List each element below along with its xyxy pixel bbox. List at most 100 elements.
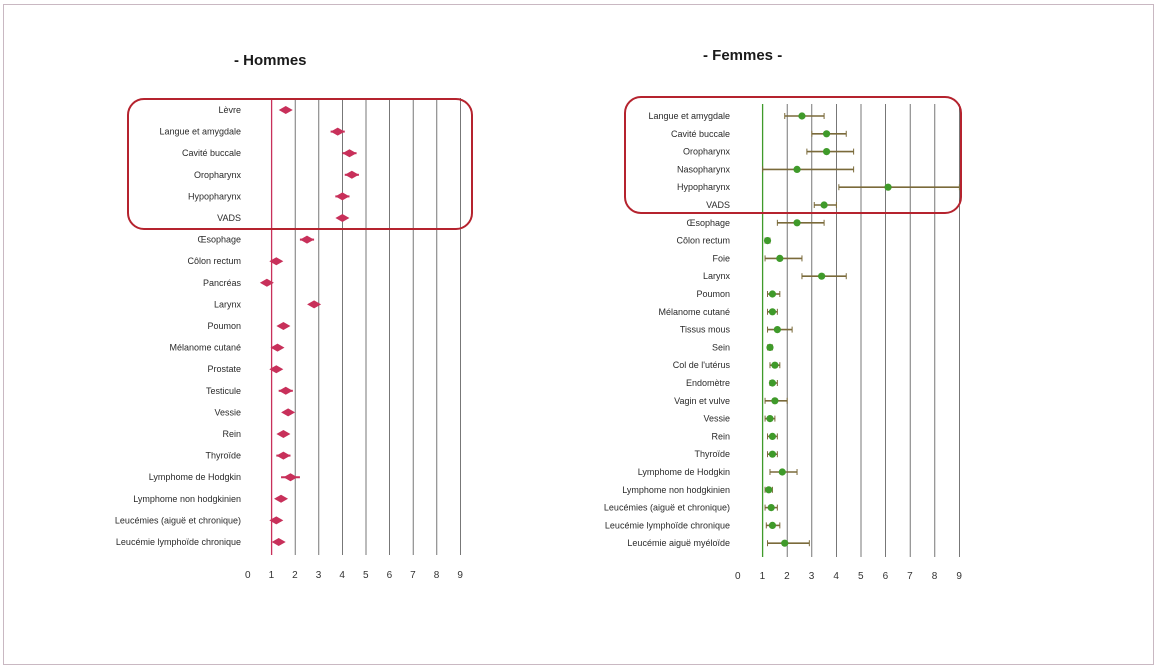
men-category-label: Larynx xyxy=(214,299,242,309)
women-point xyxy=(767,504,775,512)
women-point xyxy=(768,432,777,440)
women-point xyxy=(766,343,774,351)
men-point xyxy=(270,343,285,352)
women-category-label: Foie xyxy=(712,253,730,263)
men-point xyxy=(342,149,357,158)
women-category-label: Côlon rectum xyxy=(676,236,730,246)
women-category-label: Vessie xyxy=(703,414,730,424)
men-category-label: Hypopharynx xyxy=(188,191,242,201)
men-point xyxy=(283,473,298,482)
men-category-label: VADS xyxy=(217,213,241,223)
women-point xyxy=(822,148,831,156)
women-point xyxy=(763,237,772,245)
women-point xyxy=(778,468,786,476)
women-tick-label: 4 xyxy=(833,571,839,582)
women-category-label: Poumon xyxy=(696,289,730,299)
women-point xyxy=(822,130,831,138)
figure-frame xyxy=(3,4,1154,665)
men-category-label: Oropharynx xyxy=(194,170,242,180)
men-tick-label: 2 xyxy=(292,570,298,581)
women-tick-label: 5 xyxy=(858,571,864,582)
men-point xyxy=(276,430,291,438)
men-category-label: Mélanome cutané xyxy=(169,343,241,353)
men-tick-label: 0 xyxy=(245,570,251,581)
women-point xyxy=(793,165,801,173)
women-point xyxy=(818,272,826,280)
men-tick-label: 4 xyxy=(339,570,345,581)
men-highlight-box xyxy=(127,98,473,230)
women-tick-label: 2 xyxy=(784,571,790,582)
women-tick-label: 8 xyxy=(932,571,938,582)
men-category-label: Lymphome de Hodgkin xyxy=(149,472,241,482)
women-category-label: Sein xyxy=(712,342,730,352)
men-point xyxy=(269,365,284,374)
women-category-label: Tissus mous xyxy=(680,325,731,335)
men-category-label: Prostate xyxy=(207,364,241,374)
women-tick-label: 1 xyxy=(760,571,766,582)
men-category-label: Leucémies (aiguë et chronique) xyxy=(115,515,241,525)
men-category-label: Lymphome non hodgkinien xyxy=(133,494,241,504)
men-category-label: Leucémie lymphoïde chronique xyxy=(116,537,241,547)
women-point xyxy=(773,326,781,334)
women-category-label: Leucémie aiguë myéloïde xyxy=(627,538,730,548)
women-category-label: Endomètre xyxy=(686,378,730,388)
men-point xyxy=(344,170,359,179)
men-point xyxy=(300,235,314,244)
women-point xyxy=(768,290,777,298)
men-point xyxy=(276,322,291,330)
men-category-label: Thyroïde xyxy=(205,451,241,461)
women-point xyxy=(765,486,773,494)
women-point xyxy=(766,415,774,423)
women-tick-label: 9 xyxy=(956,571,962,582)
men-point xyxy=(278,106,293,114)
women-category-label: Œsophage xyxy=(686,218,730,228)
women-highlight-box xyxy=(624,96,962,214)
women-point xyxy=(798,112,806,120)
women-tick-label: 6 xyxy=(883,571,889,582)
women-point xyxy=(768,450,777,458)
men-point xyxy=(330,127,345,136)
men-category-label: Poumon xyxy=(207,321,241,331)
women-category-label: Vagin et vulve xyxy=(674,396,730,406)
women-point xyxy=(781,539,789,547)
women-chart-title: - Femmes - xyxy=(703,47,783,64)
women-point xyxy=(793,219,801,227)
women-category-label: Thyroïde xyxy=(694,449,730,459)
women-category-label: Cavité buccale xyxy=(671,129,730,139)
women-category-label: Leucémies (aiguë et chronique) xyxy=(604,503,730,513)
men-tick-label: 3 xyxy=(316,570,322,581)
men-tick-label: 8 xyxy=(434,570,440,581)
men-point xyxy=(269,516,284,525)
men-chart-title: - Hommes xyxy=(234,52,307,69)
men-tick-label: 9 xyxy=(457,570,463,581)
women-category-label: VADS xyxy=(706,200,730,210)
women-point xyxy=(768,379,777,387)
women-tick-label: 0 xyxy=(735,571,741,582)
women-point xyxy=(884,183,892,191)
women-point xyxy=(768,521,777,530)
women-point xyxy=(776,254,784,262)
men-category-label: Lèvre xyxy=(218,105,241,115)
men-point xyxy=(278,386,293,395)
women-category-label: Lymphome non hodgkinien xyxy=(622,485,730,495)
men-point xyxy=(276,451,291,460)
men-point xyxy=(274,494,289,503)
men-point xyxy=(271,538,286,546)
men-point xyxy=(307,300,322,309)
women-category-label: Hypopharynx xyxy=(677,182,731,192)
women-point xyxy=(771,361,779,369)
men-tick-label: 6 xyxy=(387,570,393,581)
men-tick-label: 1 xyxy=(269,570,275,581)
women-category-label: Leucémie lymphoïde chronique xyxy=(605,520,730,530)
women-point xyxy=(820,201,828,209)
women-category-label: Rein xyxy=(711,431,730,441)
women-category-label: Oropharynx xyxy=(683,147,731,157)
women-category-label: Langue et amygdale xyxy=(648,111,730,121)
men-category-label: Rein xyxy=(222,429,241,439)
women-category-label: Mélanome cutané xyxy=(658,307,730,317)
men-point xyxy=(259,278,274,287)
women-category-label: Lymphome de Hodgkin xyxy=(638,467,730,477)
women-category-label: Col de l'utérus xyxy=(673,360,731,370)
men-category-label: Cavité buccale xyxy=(182,148,241,158)
